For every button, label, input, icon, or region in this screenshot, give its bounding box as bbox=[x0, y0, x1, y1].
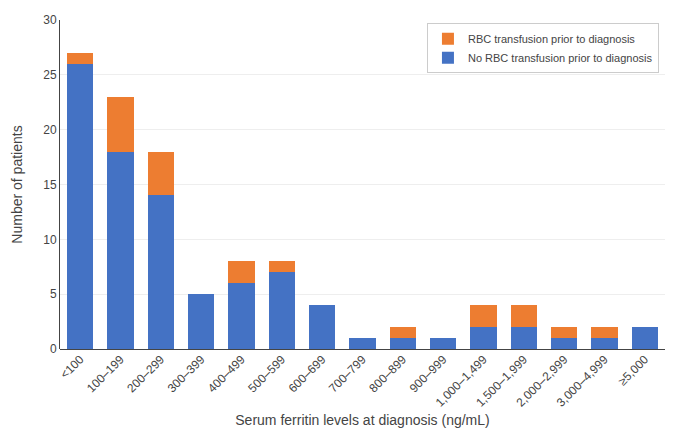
svg-text:100–199: 100–199 bbox=[84, 352, 127, 395]
svg-text:25: 25 bbox=[43, 68, 57, 82]
svg-text:20: 20 bbox=[43, 123, 57, 137]
svg-text:Serum ferritin levels at diagn: Serum ferritin levels at diagnosis (ng/m… bbox=[235, 412, 489, 428]
svg-text:10: 10 bbox=[43, 233, 57, 247]
svg-text:15: 15 bbox=[43, 178, 57, 192]
svg-text:0: 0 bbox=[50, 342, 57, 356]
svg-text:5: 5 bbox=[50, 287, 57, 301]
svg-text:400–499: 400–499 bbox=[205, 352, 248, 395]
svg-text:30: 30 bbox=[43, 13, 57, 27]
svg-text:700–799: 700–799 bbox=[326, 352, 369, 395]
svg-text:600–699: 600–699 bbox=[286, 352, 329, 395]
svg-text:200–299: 200–299 bbox=[124, 352, 167, 395]
svg-text:No RBC transfusion prior to di: No RBC transfusion prior to diagnosis bbox=[468, 52, 653, 64]
svg-text:RBC transfusion prior to diagn: RBC transfusion prior to diagnosis bbox=[468, 33, 635, 45]
svg-text:1,500–1,999: 1,500–1,999 bbox=[473, 352, 530, 409]
svg-text:1,000–1,499: 1,000–1,499 bbox=[433, 352, 490, 409]
svg-text:900–999: 900–999 bbox=[407, 352, 450, 395]
svg-text:300–399: 300–399 bbox=[165, 352, 208, 395]
svg-text:≥5,000: ≥5,000 bbox=[615, 352, 651, 388]
svg-text:800–899: 800–899 bbox=[366, 352, 409, 395]
svg-text:500–599: 500–599 bbox=[245, 352, 288, 395]
svg-text:3,000–4,999: 3,000–4,999 bbox=[554, 352, 611, 409]
svg-text:Number of patients: Number of patients bbox=[9, 125, 25, 243]
svg-text:2,000–2,999: 2,000–2,999 bbox=[513, 352, 570, 409]
svg-text:<100: <100 bbox=[58, 352, 87, 381]
